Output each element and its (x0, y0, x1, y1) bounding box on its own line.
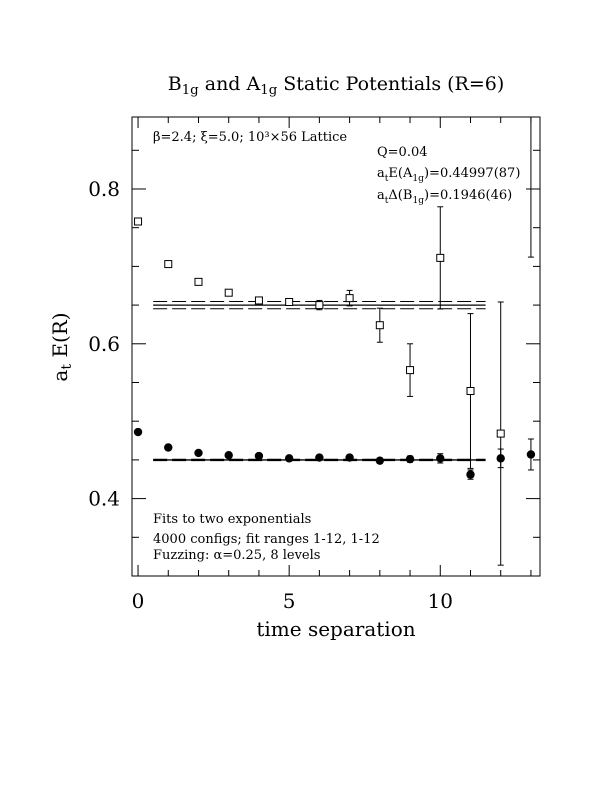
y-axis-label: at​ E(R) (48, 312, 75, 381)
fit-lines (153, 300, 486, 462)
x-tick-label: 5 (283, 589, 296, 613)
gap-annotation: at​Δ(B1g​)=0.1946(46) (377, 188, 512, 206)
configs-annotation: 4000 configs; fit ranges 1-12, 1-12 (153, 532, 380, 547)
y-tick-label: 0.6 (88, 332, 120, 356)
x-tick-labels: 0 5 10 (132, 589, 453, 613)
data-point-filled-circle (224, 451, 233, 460)
data-point-open-square (224, 288, 233, 297)
energy-annotation: at​E(A1g​)=0.44997(87) (377, 166, 520, 184)
fuzzing-annotation: Fuzzing: α=0.25, 8 levels (153, 548, 320, 563)
data-point-filled-circle (436, 454, 445, 463)
y-tick-label: 0.4 (88, 487, 120, 511)
data-point-open-square (254, 296, 263, 305)
data-point-open-square (466, 387, 475, 396)
data-point-open-square (496, 429, 505, 438)
data-point-filled-circle (194, 448, 203, 458)
plot-frame (131, 116, 541, 577)
data-point-open-square (164, 260, 173, 269)
q-annotation: Q=0.04 (377, 145, 428, 160)
data-point-open-square (285, 297, 294, 306)
data-point-filled-circle (284, 454, 294, 463)
data-point-filled-circle (405, 454, 415, 464)
x-axis-label: time separation (256, 617, 415, 641)
chart-title: B1g​ and A1g​ Static Potentials (R=6) (168, 73, 505, 98)
data-point-open-square (345, 294, 354, 303)
data-point-filled-circle (254, 451, 264, 461)
x-tick-label: 10 (428, 589, 453, 613)
y-tick-labels: 0.4 0.6 0.8 (88, 177, 120, 511)
axis-ticks (132, 117, 540, 576)
data-point-open-square (375, 321, 384, 330)
data-point-open-square (194, 277, 203, 286)
data-point-filled-circle (133, 427, 143, 437)
data-point-open-square (406, 366, 415, 375)
data-point-filled-circle (315, 453, 324, 462)
lattice-annotation: β=2.4; ξ=5.0; 10³×56 Lattice (153, 130, 347, 145)
y-tick-label: 0.8 (88, 177, 120, 201)
data-point-filled-circle (345, 453, 354, 462)
fits-annotation: Fits to two exponentials (153, 512, 311, 527)
data-point-filled-circle (526, 450, 536, 459)
data-point-filled-circle (164, 443, 173, 452)
data-marks (133, 116, 536, 566)
data-point-open-square (315, 301, 324, 310)
data-point-filled-circle (375, 456, 385, 465)
data-point-filled-circle (466, 470, 475, 479)
x-tick-label: 0 (132, 589, 145, 613)
data-point-open-square (134, 217, 143, 226)
data-point-open-square (436, 253, 445, 262)
data-point-filled-circle (496, 454, 505, 463)
